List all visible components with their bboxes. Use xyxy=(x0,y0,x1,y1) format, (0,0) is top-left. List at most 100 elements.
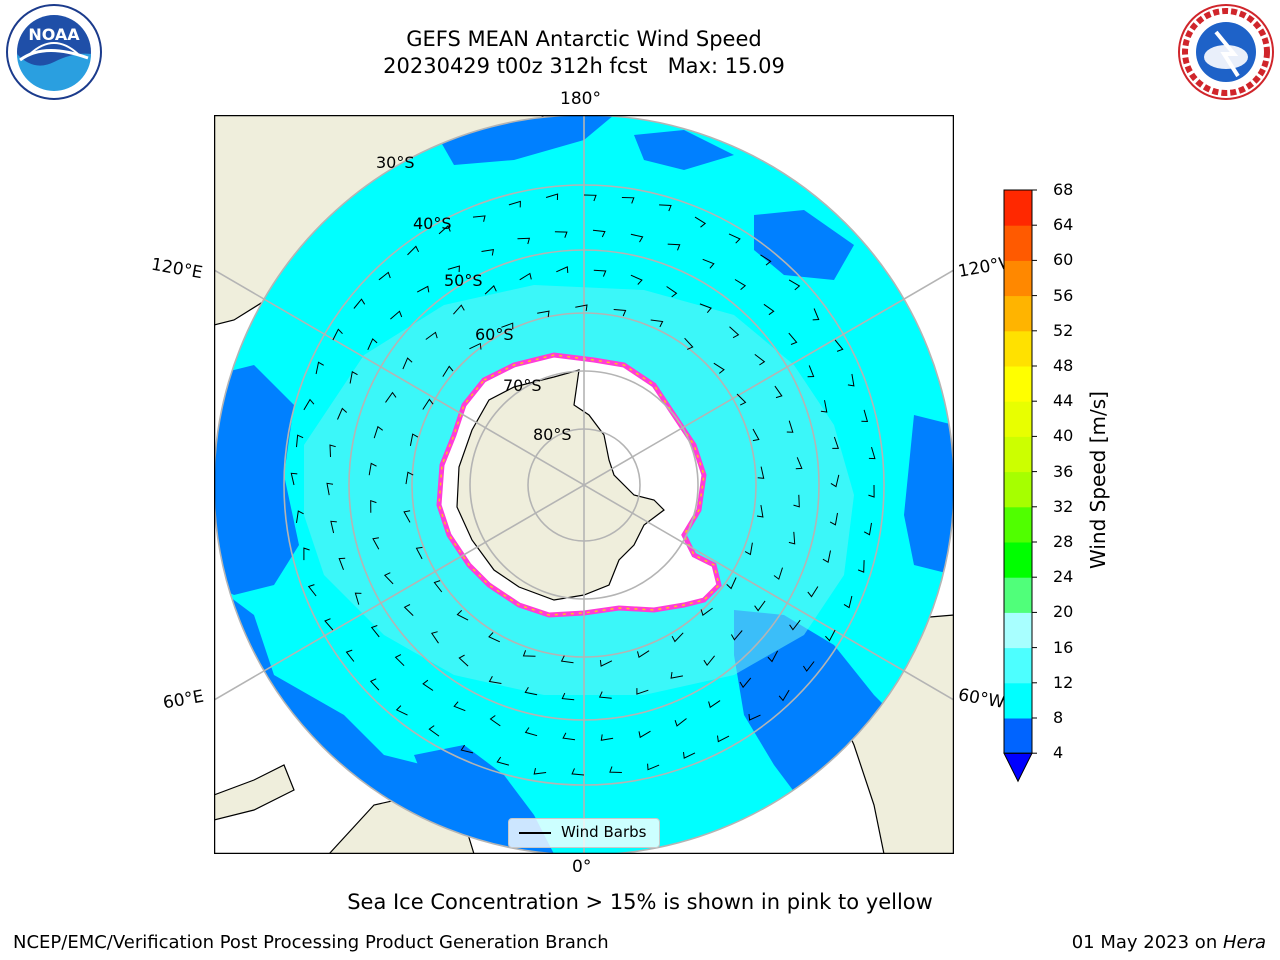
wind-barb xyxy=(868,484,875,498)
wind-barb xyxy=(600,734,614,741)
wind-barb xyxy=(638,730,651,739)
wind-barb xyxy=(458,654,469,667)
colorbar-tick-label: 28 xyxy=(1053,532,1074,551)
wind-barb xyxy=(488,632,501,643)
lat-label-60s: 60°S xyxy=(475,325,514,344)
wind-barb xyxy=(829,512,838,526)
wind-barb xyxy=(599,660,613,667)
map-frame xyxy=(214,115,954,854)
wind-barb xyxy=(378,271,391,281)
wind-barb xyxy=(472,215,486,222)
colorbar-tick-label: 24 xyxy=(1053,567,1074,587)
chart-subtitle: 20230429 t00z 312h fcst Max: 15.09 xyxy=(383,54,785,78)
wind-barb xyxy=(699,303,712,314)
wind-barb xyxy=(598,691,612,699)
lat-label-80s: 80°S xyxy=(533,425,572,444)
wind-barb xyxy=(561,692,575,701)
wind-barb xyxy=(326,482,334,496)
wind-barb xyxy=(405,471,414,485)
nws-logo xyxy=(1178,4,1274,100)
colorbar-segment xyxy=(1004,260,1032,297)
lon-label-60e: 60°E xyxy=(161,686,206,714)
colorbar-tick-label: 56 xyxy=(1053,285,1074,305)
colorbar-segment xyxy=(1004,542,1032,578)
wind-barb xyxy=(484,285,497,295)
wind-barb xyxy=(807,586,819,598)
wind-barb xyxy=(370,500,377,513)
wind-barb xyxy=(402,357,413,370)
wind-barb xyxy=(763,303,775,316)
wind-barb xyxy=(666,286,678,298)
colorbar-segment xyxy=(1004,647,1032,684)
wind-barb xyxy=(592,229,606,238)
wind-barb xyxy=(345,649,355,662)
noaa-logo: NOAA xyxy=(6,4,102,100)
wind-barb xyxy=(736,393,747,406)
wind-barb xyxy=(752,428,760,442)
wind-barb xyxy=(726,577,737,590)
footer-date-text: 01 May 2023 on xyxy=(1071,932,1223,953)
colorbar-tick-label: 16 xyxy=(1053,637,1074,657)
wind-barb xyxy=(456,610,469,621)
footer-date: 01 May 2023 on Hera xyxy=(1072,932,1266,953)
wind-barb xyxy=(372,537,380,550)
wind-barb xyxy=(670,672,683,679)
colorbar-tick-label: 20 xyxy=(1053,602,1074,622)
wind-barb xyxy=(438,225,451,235)
wind-barb xyxy=(825,629,836,642)
lon-label-180: 180° xyxy=(560,89,601,109)
wind-barb xyxy=(637,650,650,658)
wind-barb xyxy=(671,632,684,643)
wind-barb xyxy=(522,650,536,657)
wind-barb xyxy=(329,444,336,458)
wind-barb xyxy=(713,362,725,374)
wind-barb xyxy=(717,735,730,743)
wind-barb xyxy=(354,592,362,605)
wind-barb xyxy=(674,718,687,727)
wind-barb xyxy=(554,231,568,238)
wind-barb xyxy=(793,494,800,508)
wind-barb xyxy=(428,725,440,737)
wind-barb xyxy=(575,304,588,311)
wind-barb xyxy=(403,510,411,523)
wind-barb xyxy=(367,338,378,351)
wind-barb xyxy=(373,425,383,439)
wind-barb xyxy=(460,744,474,754)
footer-host: Hera xyxy=(1222,932,1266,953)
wind-barb xyxy=(324,618,334,631)
wind-barb xyxy=(395,705,408,716)
wind-barb xyxy=(353,298,366,309)
wind-barb xyxy=(857,560,865,573)
wind-barb xyxy=(583,194,597,202)
wind-barb xyxy=(425,331,438,340)
wind-barb xyxy=(650,319,664,328)
colorbar-tick-label: 52 xyxy=(1053,320,1074,340)
wind-barb xyxy=(744,542,753,556)
wind-barb xyxy=(390,310,403,320)
wind-barb xyxy=(760,254,772,266)
colorbar-title: Wind Speed [m/s] xyxy=(1086,391,1110,569)
wind-barb xyxy=(812,308,820,321)
lat-label-30s: 30°S xyxy=(376,153,415,172)
wind-barb xyxy=(621,197,635,204)
wind-barb xyxy=(843,595,853,609)
wind-barb xyxy=(802,661,815,672)
colorbar-segment xyxy=(1004,682,1032,719)
wind-barb xyxy=(820,400,828,413)
wind-barb xyxy=(757,466,765,479)
wind-barb xyxy=(556,266,569,273)
colorbar-segment xyxy=(1004,612,1032,649)
colorbar-segment xyxy=(1004,436,1032,473)
wind-barb xyxy=(832,436,839,449)
wind-barb xyxy=(508,200,521,208)
colorbar-segment xyxy=(1004,190,1032,226)
wind-barb xyxy=(659,204,672,212)
wind-barb xyxy=(847,373,855,387)
wind-barb xyxy=(433,580,443,593)
chart-title: GEFS MEAN Antarctic Wind Speed xyxy=(406,27,762,51)
wind-barb xyxy=(409,433,419,446)
wind-barb xyxy=(756,505,764,518)
wind-barb xyxy=(822,550,831,563)
wind-barb xyxy=(385,391,397,403)
lon-label-120e: 120°E xyxy=(149,254,205,284)
